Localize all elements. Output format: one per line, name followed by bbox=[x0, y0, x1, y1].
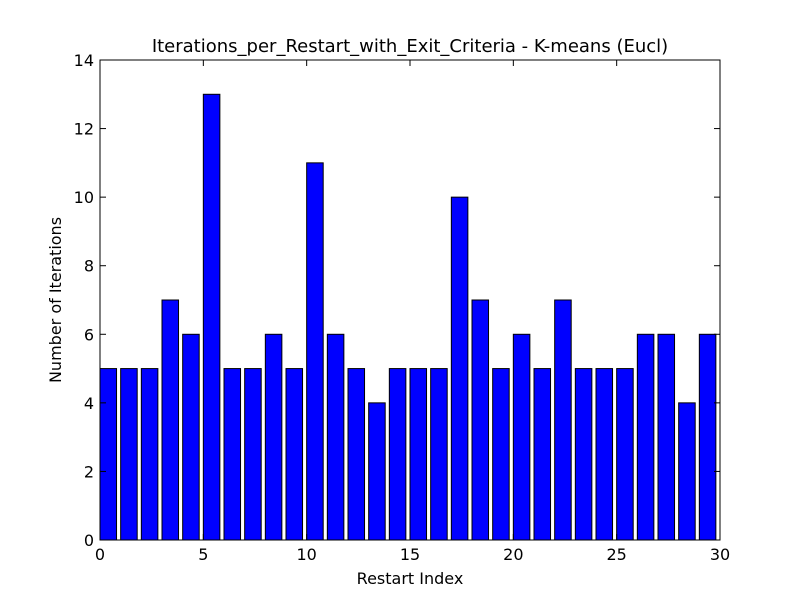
bar-27 bbox=[657, 333, 676, 541]
bar-13 bbox=[368, 402, 386, 541]
bar-11 bbox=[326, 333, 345, 541]
y-tick-label: 12 bbox=[74, 120, 94, 139]
x-tick-label: 25 bbox=[606, 545, 626, 564]
bar-23 bbox=[574, 368, 593, 541]
plot-frame bbox=[99, 59, 721, 541]
x-tick-label: 5 bbox=[198, 545, 208, 564]
bar-19 bbox=[492, 368, 510, 541]
x-tick-label: 0 bbox=[95, 545, 105, 564]
bar-10 bbox=[306, 162, 324, 541]
bar-5 bbox=[202, 93, 221, 541]
bar-21 bbox=[533, 368, 552, 541]
bar-16 bbox=[430, 368, 448, 541]
y-tick-label: 14 bbox=[74, 51, 94, 70]
bar-2 bbox=[140, 368, 159, 541]
y-tick-label: 10 bbox=[74, 188, 94, 207]
bar-26 bbox=[636, 333, 655, 541]
bar-7 bbox=[244, 368, 262, 541]
bar-22 bbox=[554, 299, 572, 541]
bar-15 bbox=[409, 368, 428, 541]
bar-0 bbox=[99, 368, 118, 541]
bar-29 bbox=[698, 333, 717, 541]
y-axis-label: Number of Iterations bbox=[46, 217, 65, 383]
x-tick-label: 15 bbox=[400, 545, 420, 564]
bar-1 bbox=[120, 368, 138, 541]
y-tick-label: 6 bbox=[84, 325, 94, 344]
x-axis-label: Restart Index bbox=[357, 569, 464, 588]
bar-3 bbox=[161, 299, 180, 541]
bar-24 bbox=[595, 368, 614, 541]
bar-25 bbox=[616, 368, 634, 541]
bar-18 bbox=[471, 299, 490, 541]
ticks-group: 0 5 10 15 20 25 30 0 2 4 6 8 10 12 14 bbox=[74, 51, 731, 564]
x-tick-label: 30 bbox=[710, 545, 730, 564]
x-tick-label: 20 bbox=[503, 545, 523, 564]
chart-title: Iterations_per_Restart_with_Exit_Criteri… bbox=[152, 36, 668, 57]
bar-9 bbox=[285, 368, 304, 541]
bars-group bbox=[99, 93, 717, 541]
bar-20 bbox=[512, 333, 531, 541]
bar-4 bbox=[182, 333, 200, 541]
y-tick-label: 8 bbox=[84, 257, 94, 276]
x-tick-label: 10 bbox=[296, 545, 316, 564]
bar-12 bbox=[347, 368, 366, 541]
bar-14 bbox=[388, 368, 407, 541]
y-tick-label: 0 bbox=[84, 531, 94, 550]
bar-28 bbox=[678, 402, 696, 541]
y-tick-label: 4 bbox=[84, 394, 94, 413]
bar-6 bbox=[223, 368, 242, 541]
bar-8 bbox=[264, 333, 283, 541]
y-tick-label: 2 bbox=[84, 462, 94, 481]
bar-17 bbox=[450, 196, 469, 541]
